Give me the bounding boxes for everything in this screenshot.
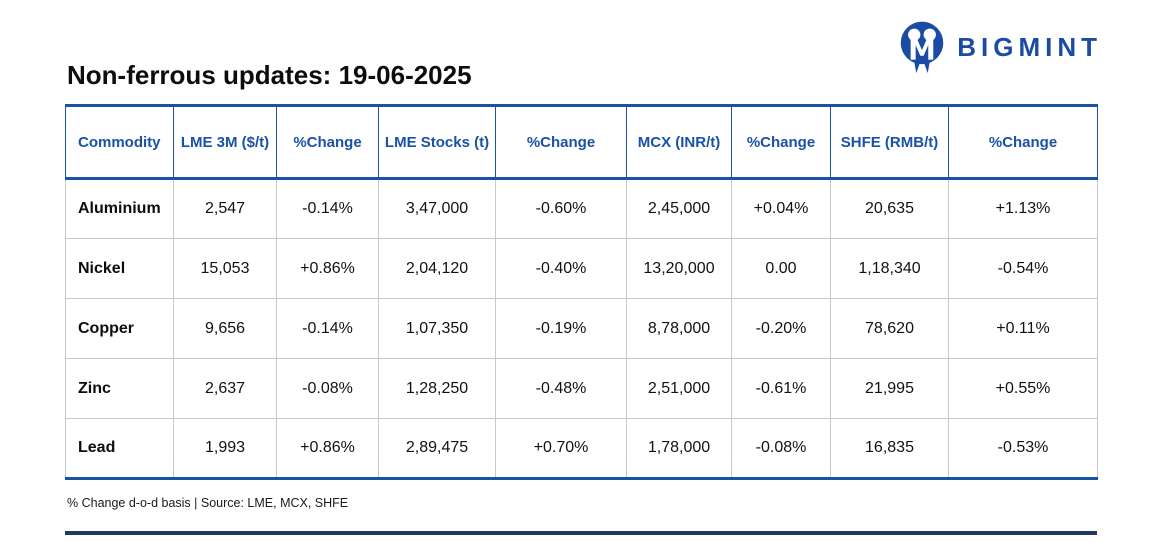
percent-change-cell: -0.48% — [495, 358, 627, 419]
price-cell: 20,635 — [830, 178, 949, 239]
price-cell: 2,547 — [173, 178, 277, 239]
percent-change-cell: -0.19% — [495, 298, 627, 359]
price-cell: 13,20,000 — [626, 238, 732, 299]
percent-change-cell: +0.04% — [731, 178, 831, 239]
bottom-rule — [65, 531, 1097, 535]
price-cell: 21,995 — [830, 358, 949, 419]
price-cell: 1,78,000 — [626, 418, 732, 480]
price-cell: 2,89,475 — [378, 418, 496, 480]
table-row: Zinc 2,637 -0.08% 1,28,250 -0.48% 2,51,000 -0.… — [65, 358, 1098, 419]
column-header-stocks-change: %Change — [495, 104, 627, 180]
percent-change-cell: +0.70% — [495, 418, 627, 480]
commodity-name: Lead — [65, 418, 174, 480]
percent-change-cell: +1.13% — [948, 178, 1098, 239]
source-footnote: % Change d-o-d basis | Source: LME, MCX,… — [67, 496, 349, 510]
price-cell: 16,835 — [830, 418, 949, 480]
commodity-name: Copper — [65, 298, 174, 359]
table-row: Aluminium 2,547 -0.14% 3,47,000 -0.60% 2,45,0… — [65, 178, 1098, 239]
price-cell: 78,620 — [830, 298, 949, 359]
percent-change-cell: -0.14% — [276, 178, 379, 239]
percent-change-cell: -0.54% — [948, 238, 1098, 299]
percent-change-cell: -0.20% — [731, 298, 831, 359]
column-header-mcx-change: %Change — [731, 104, 831, 180]
price-cell: 2,637 — [173, 358, 277, 419]
price-cell: 1,28,250 — [378, 358, 496, 419]
percent-change-cell: +0.11% — [948, 298, 1098, 359]
percent-change-cell: -0.40% — [495, 238, 627, 299]
page-title: Non-ferrous updates: 19-06-2025 — [67, 60, 472, 90]
commodity-name: Zinc — [65, 358, 174, 419]
column-header-lme-3m: LME 3M ($/t) — [173, 104, 277, 180]
percent-change-cell: -0.53% — [948, 418, 1098, 480]
table-row: Lead 1,993 +0.86% 2,89,475 +0.70% 1,78,000 -0.… — [65, 418, 1098, 480]
price-cell: 15,053 — [173, 238, 277, 299]
table-body: Aluminium 2,547 -0.14% 3,47,000 -0.60% 2,45,0… — [65, 178, 1098, 480]
price-cell: 1,18,340 — [830, 238, 949, 299]
price-cell: 1,993 — [173, 418, 277, 480]
svg-text:M: M — [908, 33, 936, 66]
table-header-row: Commodity LME 3M ($/t) %Change LME Stock… — [65, 104, 1098, 180]
table-row: Nickel 15,053 +0.86% 2,04,120 -0.40% 13,20,00… — [65, 238, 1098, 299]
price-cell: 9,656 — [173, 298, 277, 359]
percent-change-cell: -0.14% — [276, 298, 379, 359]
price-cell: 2,04,120 — [378, 238, 496, 299]
brand-name: BIGMINT — [957, 32, 1102, 62]
non-ferrous-price-table: Commodity LME 3M ($/t) %Change LME Stock… — [65, 104, 1098, 480]
commodity-name: Aluminium — [65, 178, 174, 239]
percent-change-cell: -0.08% — [276, 358, 379, 419]
column-header-lme-stocks: LME Stocks (t) — [378, 104, 496, 180]
bigmint-brand: M BIGMINT — [897, 20, 1102, 74]
price-cell: 1,07,350 — [378, 298, 496, 359]
column-header-shfe-change: %Change — [948, 104, 1098, 180]
percent-change-cell: -0.61% — [731, 358, 831, 419]
percent-change-cell: +0.86% — [276, 418, 379, 480]
bigmint-logo-icon: M — [900, 21, 944, 74]
column-header-shfe: SHFE (RMB/t) — [830, 104, 949, 180]
commodity-name: Nickel — [65, 238, 174, 299]
column-header-mcx: MCX (INR/t) — [626, 104, 732, 180]
column-header-lme-change: %Change — [276, 104, 379, 180]
table-row: Copper 9,656 -0.14% 1,07,350 -0.19% 8,78,000-… — [65, 298, 1098, 359]
percent-change-cell: -0.08% — [731, 418, 831, 480]
price-cell: 8,78,000 — [626, 298, 732, 359]
percent-change-cell: -0.60% — [495, 178, 627, 239]
column-header-commodity: Commodity — [65, 104, 174, 180]
price-cell: 2,45,000 — [626, 178, 732, 239]
price-cell: 2,51,000 — [626, 358, 732, 419]
percent-change-cell: 0.00 — [731, 238, 831, 299]
price-cell: 3,47,000 — [378, 178, 496, 239]
percent-change-cell: +0.86% — [276, 238, 379, 299]
percent-change-cell: +0.55% — [948, 358, 1098, 419]
